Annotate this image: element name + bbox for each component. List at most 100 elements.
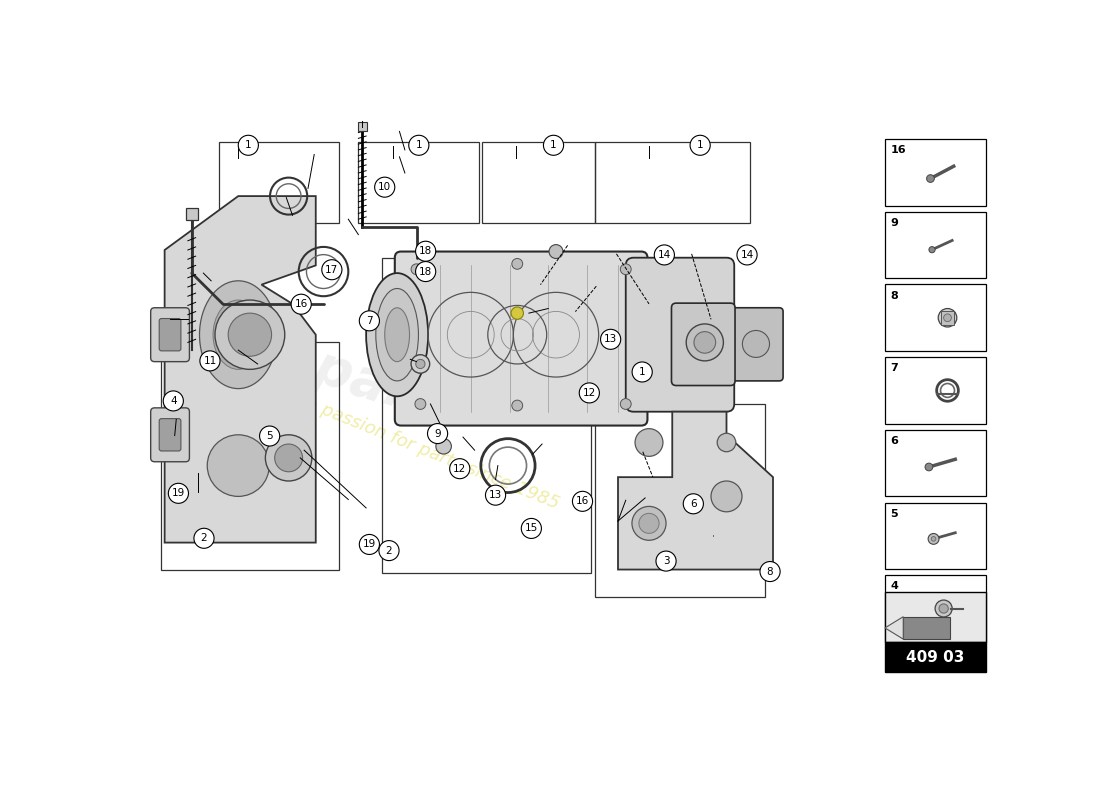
Text: 409 03: 409 03 bbox=[906, 650, 965, 665]
Bar bbox=[886, 285, 986, 351]
Text: 3: 3 bbox=[662, 556, 670, 566]
Text: 1: 1 bbox=[550, 140, 557, 150]
Bar bbox=[886, 357, 986, 424]
Circle shape bbox=[512, 307, 524, 319]
Text: 13: 13 bbox=[604, 334, 617, 344]
FancyBboxPatch shape bbox=[151, 308, 189, 362]
Text: 10: 10 bbox=[378, 182, 392, 192]
Circle shape bbox=[938, 309, 957, 327]
Circle shape bbox=[760, 562, 780, 582]
Circle shape bbox=[580, 383, 600, 403]
Circle shape bbox=[631, 506, 666, 540]
Text: 4: 4 bbox=[170, 396, 177, 406]
Circle shape bbox=[944, 314, 952, 322]
Circle shape bbox=[411, 354, 430, 373]
Circle shape bbox=[512, 258, 522, 270]
Bar bbox=[219, 142, 339, 223]
Circle shape bbox=[737, 245, 757, 265]
Bar bbox=[886, 430, 986, 496]
FancyBboxPatch shape bbox=[358, 122, 367, 131]
Text: a passion for parts since 1985: a passion for parts since 1985 bbox=[302, 394, 561, 514]
Bar bbox=[359, 142, 478, 223]
Bar bbox=[886, 592, 986, 642]
Bar bbox=[595, 404, 766, 597]
Text: 7: 7 bbox=[891, 363, 899, 374]
Text: 6: 6 bbox=[690, 498, 696, 509]
Circle shape bbox=[711, 481, 742, 512]
Circle shape bbox=[572, 491, 593, 511]
FancyBboxPatch shape bbox=[151, 408, 189, 462]
Text: 19: 19 bbox=[363, 539, 376, 550]
Circle shape bbox=[549, 245, 563, 258]
Circle shape bbox=[932, 537, 936, 542]
Text: 13: 13 bbox=[488, 490, 503, 500]
FancyBboxPatch shape bbox=[186, 208, 198, 220]
Polygon shape bbox=[903, 617, 950, 639]
FancyBboxPatch shape bbox=[940, 311, 955, 325]
Circle shape bbox=[926, 174, 934, 182]
Circle shape bbox=[415, 398, 426, 410]
Ellipse shape bbox=[385, 308, 409, 362]
Text: 19: 19 bbox=[172, 488, 185, 498]
Text: 17: 17 bbox=[326, 265, 339, 274]
Circle shape bbox=[416, 359, 425, 369]
Circle shape bbox=[292, 294, 311, 314]
Circle shape bbox=[485, 485, 506, 505]
Text: 2: 2 bbox=[386, 546, 393, 556]
Text: 4: 4 bbox=[891, 582, 899, 591]
Text: 16: 16 bbox=[295, 299, 308, 310]
Circle shape bbox=[654, 245, 674, 265]
Ellipse shape bbox=[366, 273, 428, 396]
Ellipse shape bbox=[686, 324, 724, 361]
Text: 12: 12 bbox=[453, 464, 466, 474]
Text: 5: 5 bbox=[266, 431, 273, 441]
Ellipse shape bbox=[199, 281, 277, 389]
Circle shape bbox=[228, 313, 272, 356]
Text: 1: 1 bbox=[639, 367, 646, 377]
Bar bbox=[886, 575, 986, 642]
FancyBboxPatch shape bbox=[729, 308, 783, 381]
Bar bbox=[382, 258, 591, 574]
Circle shape bbox=[928, 246, 935, 253]
Circle shape bbox=[521, 518, 541, 538]
Text: 8: 8 bbox=[767, 566, 773, 577]
Circle shape bbox=[632, 362, 652, 382]
Text: 16: 16 bbox=[576, 496, 590, 506]
Text: 7: 7 bbox=[366, 316, 373, 326]
Text: 6: 6 bbox=[891, 436, 899, 446]
FancyBboxPatch shape bbox=[671, 303, 735, 386]
Circle shape bbox=[411, 264, 422, 274]
Circle shape bbox=[260, 426, 279, 446]
Text: e-parts: e-parts bbox=[253, 323, 472, 438]
Circle shape bbox=[416, 262, 436, 282]
Circle shape bbox=[275, 444, 302, 472]
Text: 1: 1 bbox=[245, 140, 252, 150]
Circle shape bbox=[543, 135, 563, 155]
Ellipse shape bbox=[213, 300, 263, 370]
FancyBboxPatch shape bbox=[160, 318, 180, 351]
Circle shape bbox=[168, 483, 188, 503]
Circle shape bbox=[378, 541, 399, 561]
Circle shape bbox=[639, 514, 659, 534]
Circle shape bbox=[428, 423, 448, 443]
Circle shape bbox=[200, 351, 220, 371]
FancyBboxPatch shape bbox=[395, 251, 648, 426]
Circle shape bbox=[656, 551, 676, 571]
Circle shape bbox=[512, 400, 522, 411]
Bar bbox=[886, 139, 986, 206]
Polygon shape bbox=[165, 196, 316, 542]
Circle shape bbox=[620, 264, 631, 274]
Text: 5: 5 bbox=[891, 509, 899, 518]
Circle shape bbox=[620, 398, 631, 410]
Bar bbox=[886, 212, 986, 278]
Text: 2: 2 bbox=[200, 534, 207, 543]
Bar bbox=[161, 342, 339, 570]
Circle shape bbox=[436, 438, 451, 454]
Circle shape bbox=[635, 429, 663, 456]
Ellipse shape bbox=[207, 435, 270, 496]
Circle shape bbox=[375, 177, 395, 197]
Circle shape bbox=[928, 534, 939, 544]
Text: 18: 18 bbox=[419, 266, 432, 277]
Circle shape bbox=[450, 458, 470, 478]
Text: 14: 14 bbox=[740, 250, 754, 260]
